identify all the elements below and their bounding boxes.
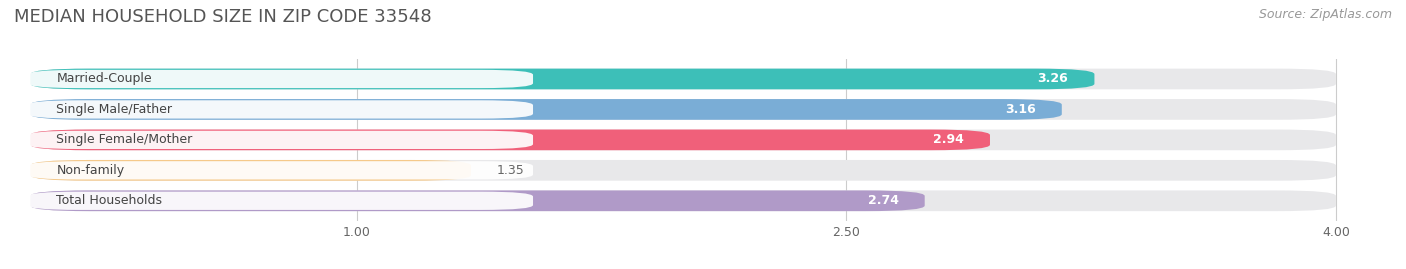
Text: 2.94: 2.94 [934, 133, 965, 146]
FancyBboxPatch shape [31, 190, 925, 211]
FancyBboxPatch shape [31, 190, 1336, 211]
Text: Non-family: Non-family [56, 164, 125, 177]
FancyBboxPatch shape [31, 69, 1336, 89]
Text: Single Male/Father: Single Male/Father [56, 103, 173, 116]
FancyBboxPatch shape [31, 160, 471, 181]
FancyBboxPatch shape [27, 100, 533, 119]
Text: 3.26: 3.26 [1038, 72, 1069, 86]
Text: MEDIAN HOUSEHOLD SIZE IN ZIP CODE 33548: MEDIAN HOUSEHOLD SIZE IN ZIP CODE 33548 [14, 8, 432, 26]
FancyBboxPatch shape [31, 130, 1336, 150]
Text: 1.35: 1.35 [498, 164, 524, 177]
Text: Married-Couple: Married-Couple [56, 72, 152, 86]
FancyBboxPatch shape [27, 131, 533, 149]
Text: Source: ZipAtlas.com: Source: ZipAtlas.com [1258, 8, 1392, 21]
FancyBboxPatch shape [27, 70, 533, 88]
Text: 2.74: 2.74 [868, 194, 898, 207]
FancyBboxPatch shape [31, 160, 1336, 181]
Text: Single Female/Mother: Single Female/Mother [56, 133, 193, 146]
FancyBboxPatch shape [31, 130, 990, 150]
Text: 3.16: 3.16 [1005, 103, 1036, 116]
FancyBboxPatch shape [31, 99, 1336, 120]
Text: Total Households: Total Households [56, 194, 163, 207]
FancyBboxPatch shape [31, 99, 1062, 120]
FancyBboxPatch shape [31, 69, 1094, 89]
FancyBboxPatch shape [27, 161, 533, 179]
FancyBboxPatch shape [27, 192, 533, 210]
